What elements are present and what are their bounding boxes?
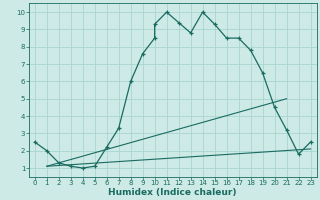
X-axis label: Humidex (Indice chaleur): Humidex (Indice chaleur) bbox=[108, 188, 237, 197]
